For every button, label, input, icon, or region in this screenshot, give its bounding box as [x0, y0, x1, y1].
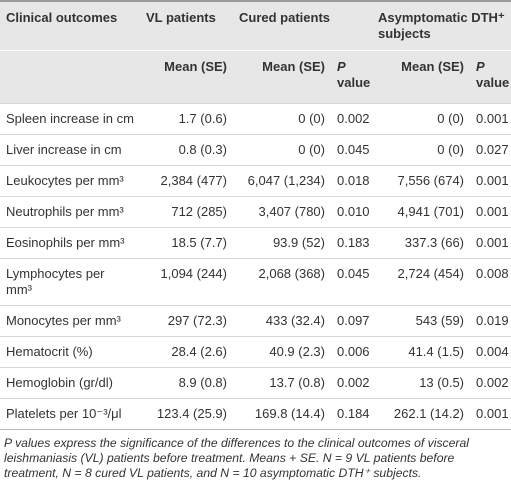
table-cell: 8.9 (0.8) — [140, 367, 233, 399]
header-cell: Mean (SE) — [233, 50, 331, 104]
table-cell: 0.018 — [331, 165, 373, 197]
table-cell: 0.001 — [470, 227, 511, 259]
header-cell: P value — [470, 50, 511, 104]
header-cell: Clinical outcomes — [0, 0, 140, 51]
table-cell: 0 (0) — [233, 134, 331, 166]
table-row: Leukocytes per mm³ 2,384 (477) 6,047 (1,23… — [0, 165, 511, 197]
table-cell: 0 (0) — [233, 103, 331, 135]
table-cell: 18.5 (7.7) — [140, 227, 233, 259]
table-cell: 0.027 — [470, 134, 511, 166]
table-row: Liver increase in cm 0.8 (0.3) 0 (0) 0.045 0… — [0, 134, 511, 166]
table-cell: 0.019 — [470, 305, 511, 337]
table-cell: 543 (59) — [372, 305, 471, 337]
table-cell: 0.008 — [470, 258, 511, 306]
header-cell — [0, 50, 140, 104]
table-cell: 0.001 — [470, 398, 511, 429]
table-cell: 0.006 — [331, 336, 373, 368]
table-cell: 123.4 (25.9) — [140, 398, 233, 429]
header-cell: Mean (SE) — [372, 50, 471, 104]
footnote-part: P — [4, 436, 12, 450]
table-cell: 0.184 — [331, 398, 373, 429]
table-cell: 13 (0.5) — [372, 367, 471, 399]
footnote-part: = 9 VL patients before treatment, — [4, 451, 455, 480]
row-label: Leukocytes per mm³ — [0, 165, 140, 197]
footnote-part: N — [62, 466, 72, 480]
table-row: Eosinophils per mm³ 18.5 (7.7) 93.9 (52) 0.… — [0, 227, 511, 259]
table-cell: 41.4 (1.5) — [372, 336, 471, 368]
row-label: Eosinophils per mm³ — [0, 227, 140, 259]
footnote-part: N — [220, 466, 230, 480]
table-cell: 433 (32.4) — [233, 305, 331, 337]
table-cell: 0.004 — [470, 336, 511, 368]
table-cell: 1,094 (244) — [140, 258, 233, 306]
row-label: Platelets per 10⁻³/μl — [0, 398, 140, 429]
table-row: Lymphocytes per mm³ 1,094 (244) 2,068 (368… — [0, 258, 511, 306]
table-row: Hemoglobin (gr/dl) 8.9 (0.8) 13.7 (0.8) 0.0… — [0, 367, 511, 399]
table-cell: 0.001 — [470, 103, 511, 135]
row-label: Hematocrit (%) — [0, 336, 140, 368]
data-table: Clinical outcomes VL patients Cured pati… — [0, 0, 511, 429]
row-label: Neutrophils per mm³ — [0, 196, 140, 228]
table-cell: 0.002 — [331, 367, 373, 399]
table-row: Hematocrit (%) 28.4 (2.6) 40.9 (2.3) 0.006 4… — [0, 336, 511, 368]
table-cell: 2,068 (368) — [233, 258, 331, 306]
header-cell: P value — [331, 50, 373, 104]
header-cell: Cured patients — [233, 0, 373, 51]
table-row: Spleen increase in cm 1.7 (0.6) 0 (0) 0.002… — [0, 103, 511, 135]
table-cell: 40.9 (2.3) — [233, 336, 331, 368]
table-cell: 297 (72.3) — [140, 305, 233, 337]
table-cell: 0.010 — [331, 196, 373, 228]
header-cell: Asymptomatic DTH⁺ subjects — [372, 0, 511, 51]
table-cell: 28.4 (2.6) — [140, 336, 233, 368]
footnote-part: values express the significance of the d… — [4, 436, 469, 465]
table-cell: 13.7 (0.8) — [233, 367, 331, 399]
header-row: Mean (SE) Mean (SE) P value Mean (SE) P … — [0, 50, 511, 104]
row-label: Liver increase in cm — [0, 134, 140, 166]
table-cell: 712 (285) — [140, 196, 233, 228]
table-cell: 6,047 (1,234) — [233, 165, 331, 197]
header-row: Clinical outcomes VL patients Cured pati… — [0, 0, 511, 51]
table-cell: 0.001 — [470, 165, 511, 197]
table-cell: 0.097 — [331, 305, 373, 337]
table-cell: 2,724 (454) — [372, 258, 471, 306]
header-cell: VL patients — [140, 0, 233, 51]
table-cell: 4,941 (701) — [372, 196, 471, 228]
row-label: Hemoglobin (gr/dl) — [0, 367, 140, 399]
table-cell: 169.8 (14.4) — [233, 398, 331, 429]
table-cell: 3,407 (780) — [233, 196, 331, 228]
table-cell: 0.001 — [470, 196, 511, 228]
table-cell: 7,556 (674) — [372, 165, 471, 197]
table-cell: 0.045 — [331, 134, 373, 166]
table-cell: 0 (0) — [372, 134, 471, 166]
table-body: Spleen increase in cm 1.7 (0.6) 0 (0) 0.002… — [0, 103, 511, 429]
table-row: Monocytes per mm³ 297 (72.3) 433 (32.4) 0.0… — [0, 305, 511, 337]
footnote-part: = 8 cured VL patients, and — [71, 466, 221, 480]
footnote-part: N — [322, 451, 332, 465]
table-cell: 0.8 (0.3) — [140, 134, 233, 166]
footnote-part: = 10 asymptomatic DTH⁺ subjects. — [229, 466, 422, 480]
table-row: Neutrophils per mm³ 712 (285) 3,407 (780) 0… — [0, 196, 511, 228]
table-cell: 262.1 (14.2) — [372, 398, 471, 429]
table-row: Platelets per 10⁻³/μl 123.4 (25.9) 169.8 (… — [0, 398, 511, 429]
table-cell: 337.3 (66) — [372, 227, 471, 259]
table-cell: 1.7 (0.6) — [140, 103, 233, 135]
table-cell: 0.002 — [470, 367, 511, 399]
row-label: Monocytes per mm³ — [0, 305, 140, 337]
row-label: Spleen increase in cm — [0, 103, 140, 135]
table-cell: 0.045 — [331, 258, 373, 306]
table-cell: 93.9 (52) — [233, 227, 331, 259]
table-cell: 0.183 — [331, 227, 373, 259]
table-cell: 0.002 — [331, 103, 373, 135]
table-cell: 0 (0) — [372, 103, 471, 135]
header-cell: Mean (SE) — [140, 50, 233, 104]
footnote: P values express the significance of the… — [0, 429, 511, 481]
row-label: Lymphocytes per mm³ — [0, 258, 140, 306]
table-cell: 2,384 (477) — [140, 165, 233, 197]
